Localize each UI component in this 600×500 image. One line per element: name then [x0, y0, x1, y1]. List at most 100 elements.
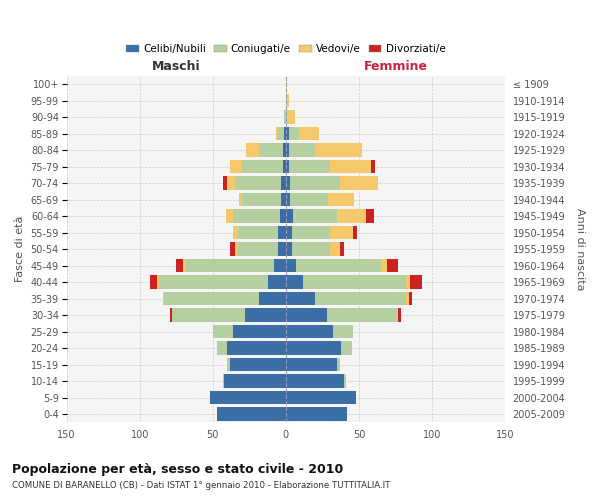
Bar: [184, 259, 187, 272]
Text: COMUNE DI BARANELLO (CB) - Dati ISTAT 1° gennaio 2010 - Elaborazione TUTTITALIA.: COMUNE DI BARANELLO (CB) - Dati ISTAT 1°…: [12, 481, 391, 490]
Bar: [286, 127, 289, 140]
Bar: [409, 292, 412, 306]
Bar: [340, 176, 378, 190]
Bar: [304, 276, 406, 289]
Bar: [286, 358, 337, 372]
Legend: Celibi/Nubili, Coniugati/e, Vedovi/e, Divorziati/e: Celibi/Nubili, Coniugati/e, Vedovi/e, Di…: [122, 40, 449, 58]
Text: Popolazione per età, sesso e stato civile - 2010: Popolazione per età, sesso e stato civil…: [12, 462, 343, 475]
Bar: [158, 276, 268, 289]
Bar: [226, 210, 233, 223]
Bar: [230, 358, 286, 372]
Bar: [341, 342, 352, 355]
Bar: [286, 242, 292, 256]
Bar: [283, 144, 286, 157]
Bar: [327, 308, 397, 322]
Bar: [259, 144, 283, 157]
Bar: [344, 374, 346, 388]
Bar: [286, 325, 332, 338]
Bar: [296, 259, 381, 272]
Bar: [245, 308, 286, 322]
Bar: [397, 308, 398, 322]
Bar: [286, 292, 315, 306]
Bar: [242, 160, 283, 173]
Bar: [328, 193, 355, 206]
Bar: [224, 374, 286, 388]
Bar: [286, 276, 304, 289]
Bar: [329, 242, 340, 256]
Bar: [281, 176, 286, 190]
Bar: [386, 259, 398, 272]
Bar: [150, 276, 157, 289]
Bar: [163, 292, 164, 306]
Bar: [332, 325, 353, 338]
Bar: [259, 292, 286, 306]
Bar: [353, 226, 358, 239]
Bar: [371, 160, 375, 173]
Bar: [223, 176, 227, 190]
Bar: [217, 342, 227, 355]
Bar: [233, 226, 238, 239]
Bar: [406, 292, 409, 306]
Bar: [213, 325, 233, 338]
Bar: [170, 308, 172, 322]
Bar: [280, 210, 286, 223]
Bar: [187, 259, 274, 272]
Bar: [299, 127, 319, 140]
Bar: [286, 110, 287, 124]
Bar: [289, 144, 315, 157]
Bar: [238, 226, 278, 239]
Bar: [329, 226, 353, 239]
Bar: [337, 358, 340, 372]
Bar: [286, 259, 296, 272]
Bar: [337, 210, 366, 223]
Bar: [223, 374, 224, 388]
Bar: [284, 127, 286, 140]
Bar: [238, 242, 278, 256]
Bar: [286, 160, 289, 173]
Bar: [286, 408, 347, 421]
Bar: [230, 242, 235, 256]
Bar: [286, 342, 341, 355]
Bar: [233, 210, 280, 223]
Bar: [315, 144, 362, 157]
Bar: [268, 276, 286, 289]
Bar: [275, 127, 277, 140]
Bar: [278, 226, 286, 239]
Bar: [274, 259, 286, 272]
Bar: [284, 110, 286, 124]
Bar: [227, 342, 286, 355]
Bar: [242, 193, 281, 206]
Bar: [277, 127, 284, 140]
Bar: [239, 193, 242, 206]
Bar: [247, 144, 259, 157]
Bar: [290, 176, 340, 190]
Bar: [340, 242, 344, 256]
Y-axis label: Anni di nascita: Anni di nascita: [575, 208, 585, 290]
Bar: [398, 308, 401, 322]
Y-axis label: Fasce di età: Fasce di età: [15, 216, 25, 282]
Bar: [210, 391, 286, 404]
Bar: [290, 193, 328, 206]
Bar: [176, 259, 184, 272]
Bar: [227, 176, 235, 190]
Bar: [287, 110, 295, 124]
Bar: [286, 144, 289, 157]
Bar: [233, 325, 286, 338]
Bar: [406, 276, 410, 289]
Bar: [157, 276, 158, 289]
Bar: [286, 94, 289, 108]
Text: Femmine: Femmine: [364, 60, 427, 72]
Bar: [286, 176, 290, 190]
Bar: [227, 358, 230, 372]
Text: Maschi: Maschi: [152, 60, 200, 72]
Bar: [286, 193, 290, 206]
Bar: [289, 160, 329, 173]
Bar: [286, 374, 344, 388]
Bar: [292, 226, 329, 239]
Bar: [329, 160, 371, 173]
Bar: [164, 292, 259, 306]
Bar: [286, 210, 293, 223]
Bar: [286, 226, 292, 239]
Bar: [289, 127, 299, 140]
Bar: [230, 160, 242, 173]
